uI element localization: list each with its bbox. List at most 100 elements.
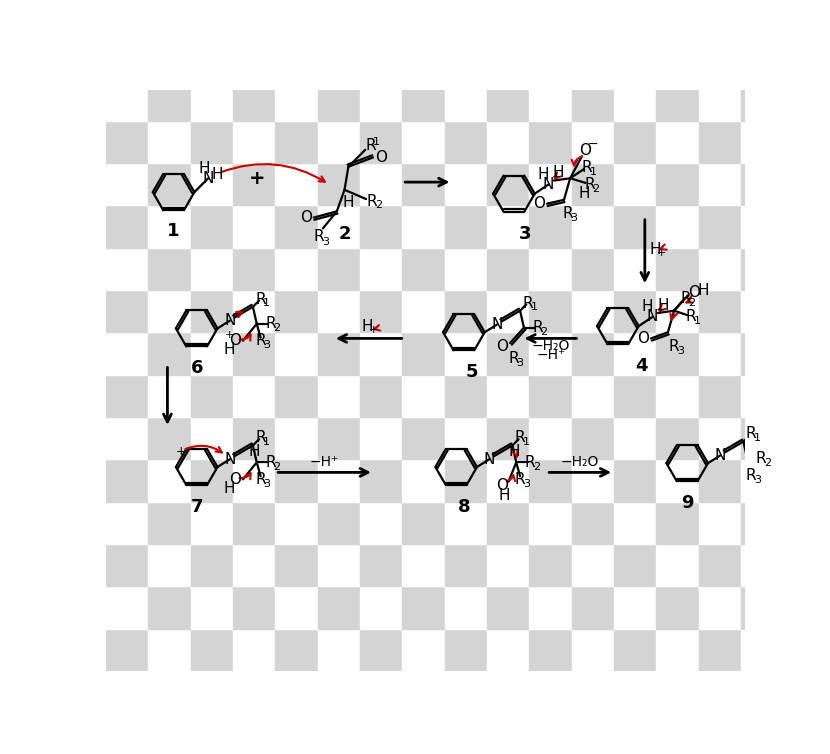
Text: R: R xyxy=(686,309,696,324)
Bar xyxy=(572,333,614,375)
Text: 2: 2 xyxy=(592,184,599,194)
Text: 1: 1 xyxy=(523,437,530,446)
Bar xyxy=(572,459,614,501)
Bar xyxy=(614,375,657,417)
Bar xyxy=(360,163,403,205)
Text: 7: 7 xyxy=(190,498,203,516)
Bar xyxy=(530,78,572,121)
Text: +: + xyxy=(249,169,266,188)
Text: H: H xyxy=(642,299,653,314)
Bar xyxy=(149,417,191,459)
Bar xyxy=(106,290,149,333)
Bar xyxy=(106,333,149,375)
Bar xyxy=(360,78,403,121)
Bar xyxy=(741,501,784,544)
Text: R: R xyxy=(256,472,266,487)
Text: 8: 8 xyxy=(457,498,470,516)
Bar xyxy=(191,544,233,587)
Bar xyxy=(741,544,784,587)
Bar xyxy=(572,163,614,205)
Bar xyxy=(741,121,784,163)
Bar xyxy=(276,163,318,205)
Text: 2: 2 xyxy=(540,327,548,337)
Bar xyxy=(106,629,149,671)
Bar xyxy=(487,587,530,629)
Bar xyxy=(276,587,318,629)
Bar xyxy=(233,375,276,417)
Text: 3: 3 xyxy=(523,479,530,489)
Text: 3: 3 xyxy=(322,238,329,247)
Bar xyxy=(318,459,360,501)
Bar xyxy=(572,121,614,163)
Bar xyxy=(741,78,784,121)
Bar xyxy=(487,290,530,333)
Bar xyxy=(699,587,741,629)
Text: O: O xyxy=(534,196,545,211)
Bar xyxy=(360,501,403,544)
Bar xyxy=(318,290,360,333)
Bar xyxy=(572,501,614,544)
Bar xyxy=(530,459,572,501)
Text: H: H xyxy=(343,195,354,210)
Text: 3: 3 xyxy=(570,213,578,223)
Text: 3: 3 xyxy=(516,358,524,368)
Text: 3: 3 xyxy=(263,340,271,351)
Bar xyxy=(572,205,614,247)
Bar xyxy=(276,375,318,417)
Text: N: N xyxy=(647,309,658,324)
Bar xyxy=(445,501,487,544)
Bar xyxy=(445,375,487,417)
Text: 6: 6 xyxy=(190,360,203,378)
Bar xyxy=(614,501,657,544)
Bar xyxy=(699,121,741,163)
Bar xyxy=(318,544,360,587)
Bar xyxy=(530,587,572,629)
Bar xyxy=(360,587,403,629)
Bar xyxy=(403,121,445,163)
Bar xyxy=(699,417,741,459)
Bar xyxy=(614,417,657,459)
Bar xyxy=(699,333,741,375)
Bar xyxy=(191,587,233,629)
Bar xyxy=(445,587,487,629)
Bar xyxy=(403,544,445,587)
Text: 3: 3 xyxy=(676,346,684,356)
Bar xyxy=(149,333,191,375)
Text: O: O xyxy=(229,472,242,487)
Bar xyxy=(106,375,149,417)
Bar xyxy=(403,501,445,544)
Bar xyxy=(572,587,614,629)
Text: 1: 1 xyxy=(373,137,379,147)
Bar xyxy=(487,333,530,375)
Bar xyxy=(191,459,233,501)
Bar xyxy=(191,247,233,290)
Bar xyxy=(360,459,403,501)
Bar xyxy=(403,247,445,290)
Bar xyxy=(657,587,699,629)
Text: 1: 1 xyxy=(263,437,271,446)
Bar xyxy=(614,333,657,375)
Text: −H⁺: −H⁺ xyxy=(536,348,565,363)
Bar xyxy=(530,290,572,333)
Bar xyxy=(657,417,699,459)
Text: R: R xyxy=(681,291,691,306)
Bar xyxy=(233,459,276,501)
Text: O: O xyxy=(637,331,649,346)
Bar xyxy=(233,121,276,163)
Bar xyxy=(530,121,572,163)
Bar xyxy=(403,290,445,333)
Bar xyxy=(403,205,445,247)
Bar xyxy=(403,78,445,121)
Bar xyxy=(614,459,657,501)
Bar xyxy=(487,121,530,163)
Text: R: R xyxy=(563,206,574,221)
Text: R: R xyxy=(756,451,766,466)
Bar xyxy=(699,375,741,417)
Bar xyxy=(699,459,741,501)
Bar xyxy=(614,205,657,247)
Bar xyxy=(699,163,741,205)
Bar xyxy=(318,417,360,459)
Bar xyxy=(149,375,191,417)
Bar xyxy=(741,333,784,375)
Bar xyxy=(106,501,149,544)
